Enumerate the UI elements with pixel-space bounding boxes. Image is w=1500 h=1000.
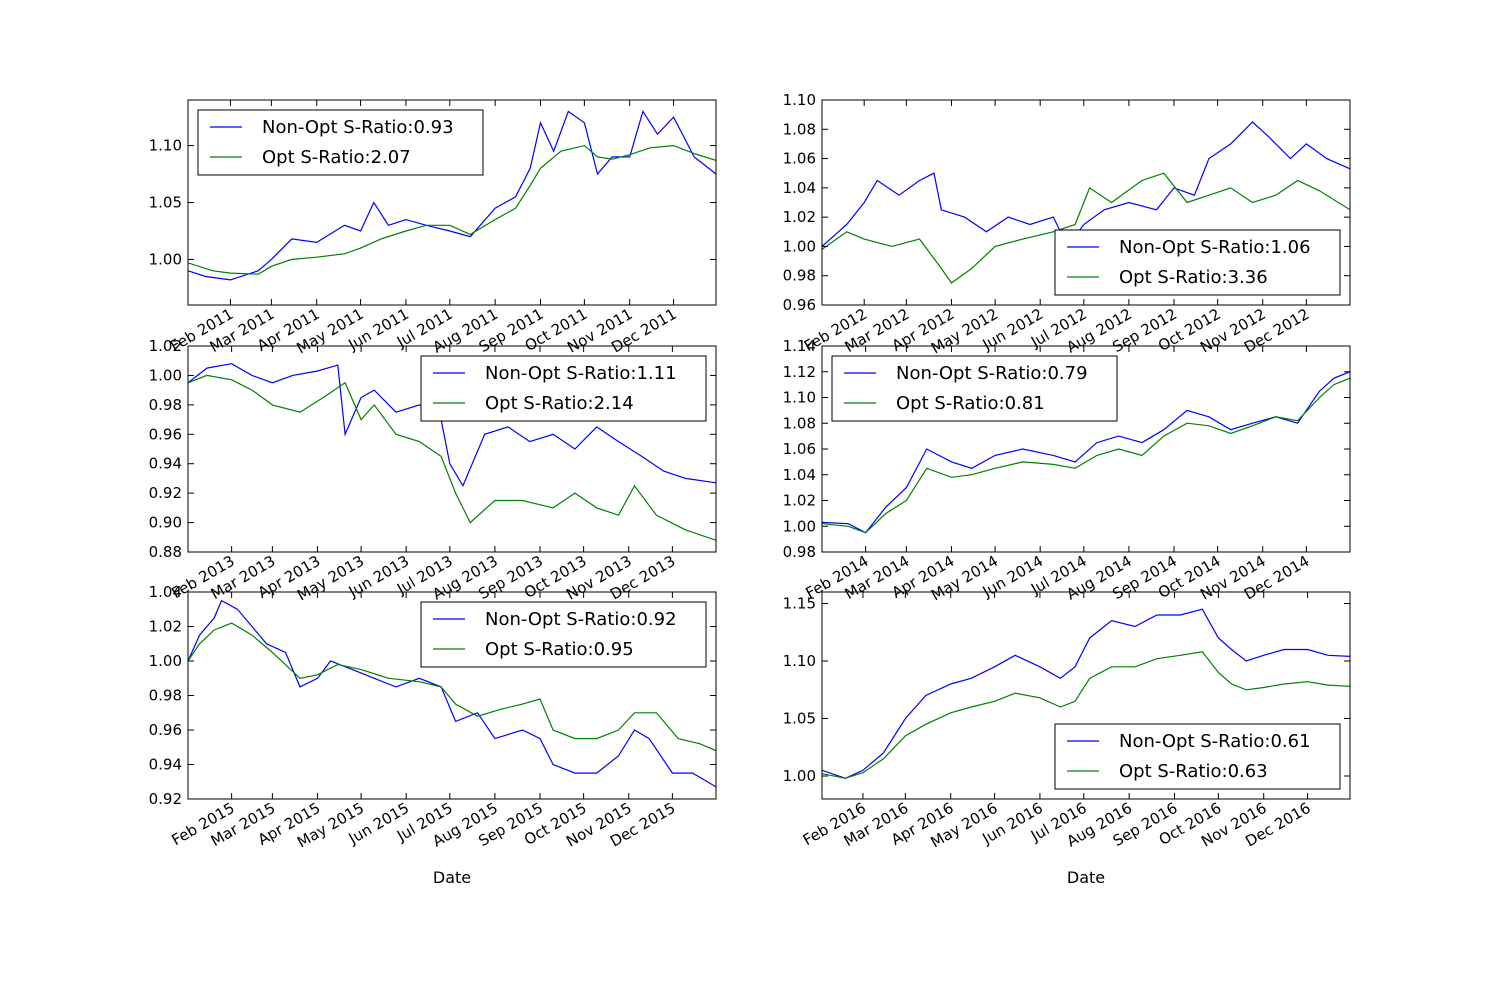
legend-label: Opt S-Ratio:2.14 <box>485 393 634 414</box>
y-tick-label: 1.05 <box>783 710 816 728</box>
legend-box <box>420 601 707 668</box>
legend-label: Opt S-Ratio:0.95 <box>485 639 634 660</box>
y-tick-label: 0.96 <box>783 296 816 314</box>
series-line-1 <box>188 599 716 788</box>
legend-label: Opt S-Ratio:0.63 <box>1119 761 1268 782</box>
legend-label: Opt S-Ratio:0.81 <box>896 393 1045 414</box>
legend: Non-Opt S-Ratio:0.93 Opt S-Ratio:2.07 <box>197 109 484 176</box>
series-line-1 <box>822 608 1350 779</box>
legend-label: Opt S-Ratio:3.36 <box>1119 267 1268 288</box>
y-tick-label: 0.98 <box>783 267 816 285</box>
y-tick-label: 0.98 <box>783 543 816 561</box>
y-tick-label: 0.96 <box>149 721 182 739</box>
legend: Non-Opt S-Ratio:0.79 Opt S-Ratio:0.81 <box>831 355 1118 422</box>
y-tick-label: 0.90 <box>149 514 182 532</box>
y-tick-label: 1.10 <box>783 91 816 109</box>
y-tick-label: 0.92 <box>149 484 182 502</box>
y-tick-label: 1.06 <box>783 440 816 458</box>
y-tick-label: 1.02 <box>149 337 182 355</box>
y-tick-label: 1.00 <box>783 767 816 785</box>
y-tick-label: 1.14 <box>783 337 816 355</box>
series-line-2 <box>822 377 1350 534</box>
x-axis-label: Date <box>433 868 471 887</box>
y-tick-label: 1.10 <box>149 137 182 155</box>
series-line-2 <box>188 622 716 752</box>
y-tick-label: 0.88 <box>149 543 182 561</box>
y-tick-label: 1.00 <box>783 517 816 535</box>
legend: Non-Opt S-Ratio:1.11 Opt S-Ratio:2.14 <box>420 355 707 422</box>
y-tick-label: 1.02 <box>783 208 816 226</box>
legend-label: Opt S-Ratio:2.07 <box>262 147 411 168</box>
y-tick-label: 1.00 <box>149 366 182 384</box>
plot-frame <box>187 345 717 553</box>
legend-label: Non-Opt S-Ratio:1.06 <box>1119 237 1311 258</box>
legend-label: Non-Opt S-Ratio:0.79 <box>896 363 1088 384</box>
y-tick-label: 1.05 <box>149 194 182 212</box>
legend-box <box>1054 229 1341 296</box>
y-tick-label: 0.92 <box>149 790 182 808</box>
y-tick-label: 1.00 <box>149 652 182 670</box>
y-tick-label: 0.98 <box>149 396 182 414</box>
legend: Non-Opt S-Ratio:1.06 Opt S-Ratio:3.36 <box>1054 229 1341 296</box>
y-tick-label: 0.96 <box>149 425 182 443</box>
y-tick-label: 1.08 <box>783 414 816 432</box>
series-line-2 <box>822 651 1350 779</box>
legend-label: Non-Opt S-Ratio:0.61 <box>1119 731 1311 752</box>
series-line-1 <box>188 109 716 281</box>
y-tick-label: 1.10 <box>783 652 816 670</box>
y-tick-label: 1.04 <box>149 583 182 601</box>
legend-box <box>831 355 1118 422</box>
y-tick-label: 1.04 <box>783 179 816 197</box>
series-line-2 <box>188 144 716 275</box>
plot-frame <box>821 591 1351 800</box>
y-tick-label: 1.02 <box>149 618 182 636</box>
y-tick-label: 1.00 <box>783 237 816 255</box>
legend-label: Non-Opt S-Ratio:1.11 <box>485 363 677 384</box>
y-tick-label: 1.15 <box>783 595 816 613</box>
legend-box <box>1054 723 1341 790</box>
legend-label: Non-Opt S-Ratio:0.92 <box>485 609 677 630</box>
legend-label: Non-Opt S-Ratio:0.93 <box>262 117 454 138</box>
y-tick-label: 1.06 <box>783 150 816 168</box>
y-tick-label: 0.98 <box>149 687 182 705</box>
series-line-2 <box>822 172 1350 284</box>
y-tick-label: 1.10 <box>783 389 816 407</box>
y-tick-label: 1.04 <box>783 466 816 484</box>
series-line-2 <box>188 374 716 541</box>
legend: Non-Opt S-Ratio:0.61 Opt S-Ratio:0.63 <box>1054 723 1341 790</box>
y-tick-label: 1.00 <box>149 250 182 268</box>
x-axis-label: Date <box>1067 868 1105 887</box>
legend-box <box>197 109 484 176</box>
legend: Non-Opt S-Ratio:0.92 Opt S-Ratio:0.95 <box>420 601 707 668</box>
y-tick-label: 0.94 <box>149 455 182 473</box>
legend-box <box>420 355 707 422</box>
plot-frame <box>821 99 1351 306</box>
y-tick-label: 1.12 <box>783 363 816 381</box>
y-tick-label: 0.94 <box>149 756 182 774</box>
y-tick-label: 1.08 <box>783 120 816 138</box>
y-tick-label: 1.02 <box>783 492 816 510</box>
